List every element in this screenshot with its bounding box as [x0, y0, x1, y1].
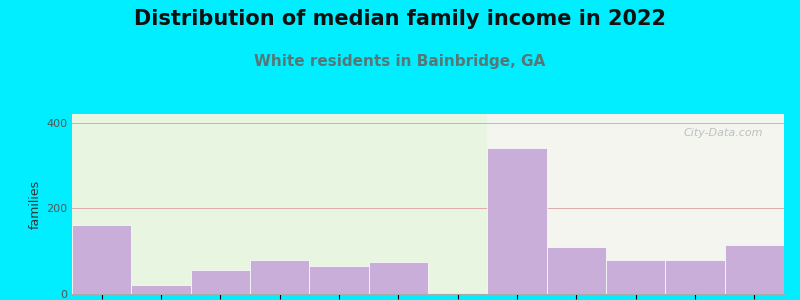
Bar — [72, 114, 487, 294]
Text: White residents in Bainbridge, GA: White residents in Bainbridge, GA — [254, 54, 546, 69]
Bar — [487, 148, 546, 294]
Bar — [310, 266, 369, 294]
Bar — [487, 114, 784, 294]
Text: Distribution of median family income in 2022: Distribution of median family income in … — [134, 9, 666, 29]
Text: City-Data.com: City-Data.com — [683, 128, 762, 138]
Bar — [72, 225, 131, 294]
Bar — [250, 260, 310, 294]
Bar — [369, 262, 428, 294]
Bar — [725, 245, 784, 294]
Bar — [666, 260, 725, 294]
Bar — [606, 260, 666, 294]
Y-axis label: families: families — [29, 179, 42, 229]
Bar — [190, 270, 250, 294]
Bar — [546, 247, 606, 294]
Bar — [131, 285, 190, 294]
